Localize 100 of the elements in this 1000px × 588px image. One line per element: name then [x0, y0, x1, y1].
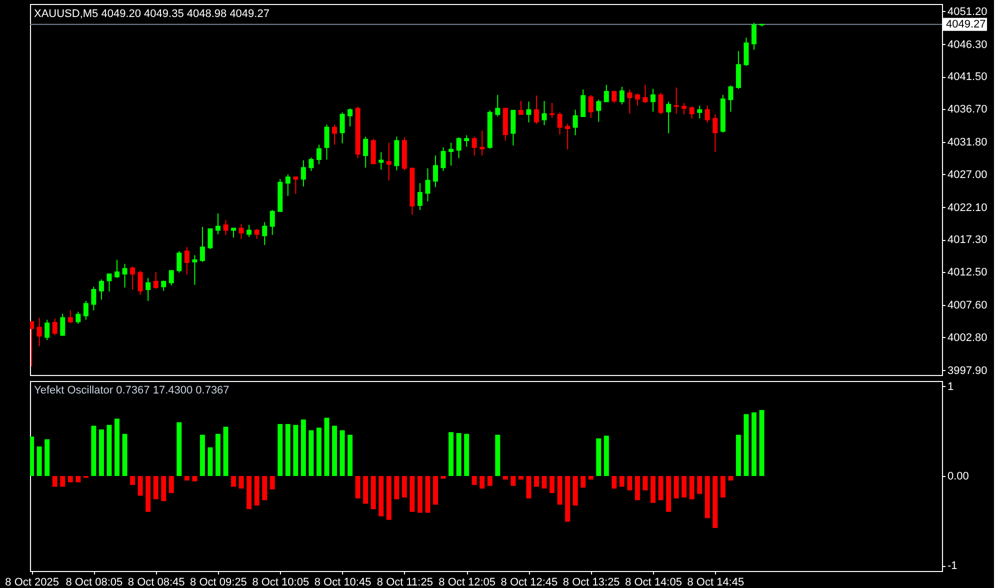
ref-line-label: 4049.27: [946, 18, 986, 30]
x-tick-label: 8 Oct 2025: [5, 576, 59, 588]
bar: [378, 476, 384, 516]
x-tick-label: 8 Oct 08:05: [66, 576, 123, 588]
candlestick: [744, 37, 749, 66]
bar: [448, 432, 454, 476]
candlestick: [285, 174, 290, 196]
bar: [634, 476, 640, 500]
candlestick: [262, 222, 268, 246]
candlestick: [634, 93, 640, 106]
bar: [417, 476, 422, 513]
candlestick: [60, 313, 66, 336]
candlestick: [130, 266, 136, 290]
candlestick: [658, 92, 664, 115]
bar: [588, 476, 594, 480]
candlestick: [76, 311, 81, 324]
candlestick: [184, 246, 190, 276]
bar: [627, 476, 632, 490]
bar: [526, 476, 532, 498]
candlestick: [495, 94, 500, 117]
bar: [254, 476, 260, 506]
candlestick: [712, 114, 718, 153]
bar: [262, 476, 268, 500]
y-tick-label: 4041.50: [948, 71, 988, 84]
y-tick-label: 1: [948, 380, 954, 393]
y-tick-label: 3997.90: [948, 364, 988, 377]
candlestick: [728, 84, 734, 112]
candlestick: [168, 270, 174, 286]
y-tick-label: 4031.80: [948, 136, 988, 149]
bar: [456, 432, 462, 476]
bar: [619, 476, 624, 487]
candlestick: [565, 123, 570, 150]
bar: [146, 476, 151, 512]
candlestick: [417, 182, 422, 211]
bar: [184, 476, 190, 480]
candlestick: [580, 89, 586, 117]
bar: [744, 414, 749, 476]
bar: [682, 476, 687, 498]
candlestick: [378, 152, 384, 170]
bar: [518, 476, 524, 480]
bar: [440, 476, 446, 479]
chart-title: Yefekt Oscillator 0.7367 17.4300 0.7367: [34, 384, 230, 396]
bar: [153, 476, 158, 500]
bar: [293, 424, 298, 476]
bar: [68, 476, 73, 482]
candlestick: [612, 90, 617, 104]
candlestick: [682, 102, 687, 115]
y-tick-label: 4002.80: [948, 332, 988, 344]
bar: [425, 476, 430, 513]
bar: [580, 476, 586, 488]
candlestick: [518, 100, 524, 115]
y-tick-label: 0.00: [948, 470, 969, 482]
bar: [316, 428, 322, 476]
candlestick: [254, 228, 260, 240]
bar: [161, 476, 166, 502]
candlestick: [627, 89, 632, 114]
bar: [689, 476, 694, 500]
bar: [604, 436, 609, 476]
candlestick: [674, 86, 679, 114]
candlestick: [472, 136, 477, 156]
bar: [720, 476, 726, 498]
bar: [572, 476, 578, 506]
bar: [215, 434, 220, 476]
candlestick: [604, 84, 609, 102]
x-tick-label: 8 Oct 10:05: [252, 576, 310, 588]
bar: [510, 476, 516, 486]
candlestick: [340, 112, 345, 144]
bar: [168, 476, 174, 494]
candlestick: [697, 105, 702, 119]
candlestick: [114, 259, 120, 279]
candlestick: [208, 228, 213, 250]
candlestick: [246, 224, 252, 238]
candlestick: [192, 254, 198, 286]
bar: [238, 476, 244, 489]
bar: [402, 476, 407, 498]
bar: [76, 476, 81, 482]
candlestick: [324, 124, 330, 160]
candlestick: [300, 160, 306, 187]
x-tick-label: 8 Oct 13:25: [562, 576, 620, 588]
candlestick: [293, 176, 298, 194]
candlestick: [619, 86, 624, 105]
candlestick: [106, 274, 112, 292]
y-tick-label: 4051.20: [948, 6, 988, 18]
candlestick: [146, 278, 151, 302]
candlestick: [550, 102, 555, 118]
bar: [596, 438, 602, 476]
bar: [433, 476, 438, 505]
bar: [736, 434, 741, 476]
x-tick-label: 8 Oct 09:25: [190, 576, 247, 588]
candlestick: [348, 108, 353, 128]
y-tick-label: 4027.00: [948, 168, 988, 181]
candlestick: [526, 101, 532, 124]
y-tick-label: 4022.10: [948, 202, 988, 214]
bar: [114, 418, 120, 476]
bar: [534, 476, 539, 487]
bar: [712, 476, 718, 528]
candlestick: [98, 278, 104, 300]
bar: [208, 447, 213, 476]
bar: [480, 476, 485, 489]
candlestick: [642, 84, 648, 104]
